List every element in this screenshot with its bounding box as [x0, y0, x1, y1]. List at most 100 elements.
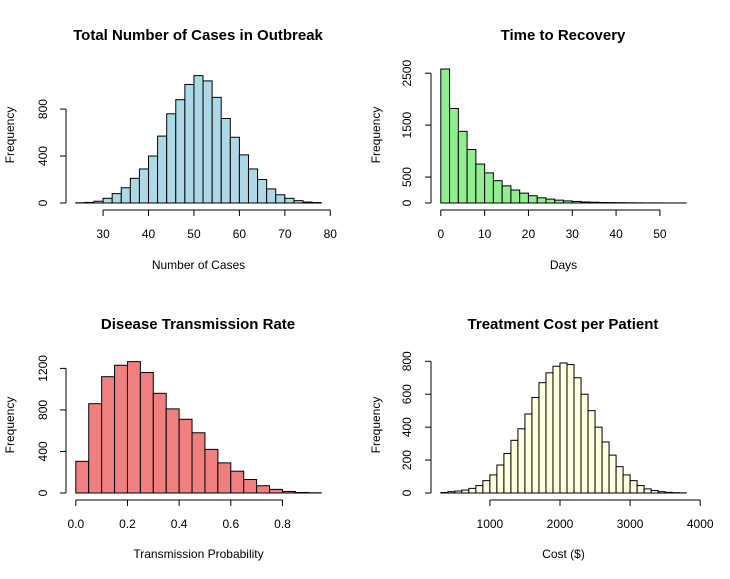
x-tick-label: 40 — [609, 227, 623, 241]
histogram-bar — [148, 155, 159, 204]
histogram-bar — [257, 179, 268, 204]
histogram-bar — [202, 80, 213, 204]
histogram-bar — [204, 448, 219, 494]
histogram-bar — [139, 372, 154, 494]
histogram-bar — [468, 487, 477, 494]
x-axis-label: Transmission Probability — [133, 547, 263, 561]
histogram-bar — [536, 197, 547, 204]
chart-title: Treatment Cost per Patient — [468, 316, 659, 333]
histogram-bar — [211, 96, 222, 204]
y-tick-label: 0 — [36, 489, 50, 496]
histogram-bar — [294, 491, 309, 494]
histogram-bar — [496, 464, 505, 494]
histogram-bar — [566, 364, 575, 494]
x-tick-label: 50 — [653, 227, 667, 241]
x-tick-label: 20 — [522, 227, 536, 241]
histogram-bar — [527, 195, 538, 204]
histogram-panel-3: Disease Transmission Rate 0.0 0.2 0.4 0.6 0.8… — [3, 316, 322, 561]
histogram-bar — [281, 490, 296, 494]
histogram-bar — [247, 168, 259, 204]
histogram-bar — [114, 364, 128, 494]
histogram-bar — [449, 108, 459, 204]
histogram-bar — [275, 194, 286, 204]
histogram-bar — [571, 200, 582, 204]
y-tick-label: 800 — [36, 99, 50, 119]
chart-title: Total Number of Cases in Outbreak — [73, 27, 323, 44]
histogram-bar — [175, 99, 186, 204]
histogram-bar — [178, 418, 193, 494]
histogram-bar — [563, 200, 573, 204]
histogram-bar — [126, 361, 141, 494]
y-tick-label: 2500 — [400, 60, 414, 87]
histogram-bar — [266, 188, 277, 204]
y-axis-label: Frequency — [3, 397, 17, 454]
histogram-bar — [601, 441, 610, 494]
x-tick-label: 1000 — [477, 517, 504, 531]
histogram-bar — [475, 485, 484, 494]
x-axis-label: Days — [550, 258, 577, 272]
y-tick-label: 0 — [400, 489, 414, 496]
histogram-bar — [650, 490, 659, 494]
histogram-bar — [545, 372, 554, 494]
histogram-bar — [643, 488, 652, 494]
x-axis-label: Number of Cases — [152, 258, 245, 272]
histogram-bar — [102, 197, 113, 204]
histogram-bar — [501, 185, 512, 204]
x-tick-label: 50 — [187, 227, 201, 241]
y-tick-label: 400 — [36, 146, 50, 166]
histogram-bar — [573, 377, 582, 494]
y-tick-label: 200 — [400, 450, 414, 470]
histogram-bar — [269, 488, 283, 494]
y-axis-label: Frequency — [369, 107, 383, 164]
y-tick-label: 1200 — [36, 355, 50, 382]
histogram-bar — [284, 197, 295, 204]
x-tick-label: 40 — [142, 227, 156, 241]
x-tick-label: 0.4 — [171, 517, 188, 531]
histogram-bar — [524, 413, 533, 494]
histogram-bar — [552, 365, 561, 494]
x-tick-label: 0.6 — [222, 517, 239, 531]
y-tick-label: 400 — [36, 441, 50, 461]
x-axis-label: Cost ($) — [542, 547, 585, 561]
histogram-bar — [531, 397, 540, 494]
chart-title: Time to Recovery — [501, 27, 626, 44]
histogram-bar — [545, 198, 556, 204]
histogram-bar — [184, 83, 195, 204]
histogram-bar — [622, 474, 631, 494]
histogram-bar — [554, 199, 564, 204]
histogram-bar — [629, 480, 638, 494]
x-tick-label: 3000 — [617, 517, 644, 531]
x-tick-label: 10 — [478, 227, 492, 241]
x-tick-label: 0.2 — [119, 517, 136, 531]
histogram-bar — [193, 75, 204, 204]
histogram-bar — [580, 393, 589, 494]
histogram-bar — [492, 180, 503, 204]
histogram-bar — [636, 485, 645, 494]
histogram-bar — [157, 135, 168, 204]
histogram-panel-1: Total Number of Cases in Outbreak 30 40 50 6… — [3, 27, 337, 272]
x-tick-label: 30 — [96, 227, 110, 241]
histogram-bar — [580, 201, 591, 204]
histogram-bar — [475, 163, 486, 204]
histogram-bar — [238, 154, 249, 204]
histogram-bar — [457, 130, 468, 204]
histogram-bar — [482, 480, 491, 494]
x-tick-label: 4000 — [687, 517, 714, 531]
histogram-bar — [220, 117, 231, 204]
histogram-bar — [293, 200, 304, 204]
histogram-bar — [75, 460, 90, 494]
histogram-bar — [657, 491, 666, 494]
histogram-bar — [594, 426, 603, 494]
x-tick-label: 80 — [324, 227, 338, 241]
x-tick-label: 2000 — [547, 517, 574, 531]
histogram-bar — [664, 491, 673, 494]
histogram-bar — [510, 439, 519, 494]
histogram-bar — [461, 489, 470, 494]
histogram-bar — [129, 177, 140, 204]
histogram-bar — [598, 201, 608, 204]
histogram-bar — [615, 466, 624, 494]
chart-title: Disease Transmission Rate — [101, 316, 295, 333]
